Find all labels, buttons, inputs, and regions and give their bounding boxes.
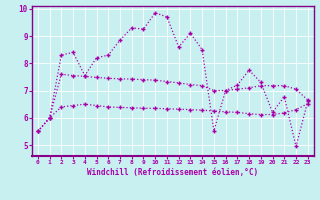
X-axis label: Windchill (Refroidissement éolien,°C): Windchill (Refroidissement éolien,°C)	[87, 168, 258, 177]
